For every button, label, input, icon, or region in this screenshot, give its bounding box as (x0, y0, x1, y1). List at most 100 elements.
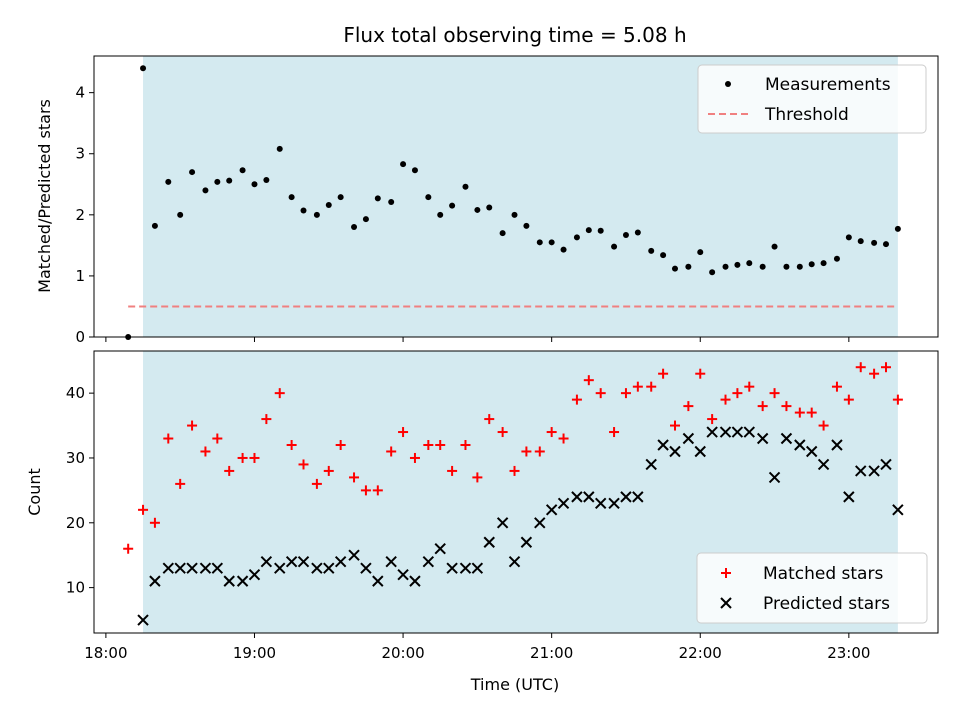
predicted-star-point (719, 426, 732, 438)
predicted-star-point (397, 568, 409, 581)
predicted-star-point (260, 555, 273, 568)
measurement-point (263, 177, 270, 184)
measurement-point (523, 222, 530, 229)
predicted-star-point (756, 432, 769, 445)
legend-measurements-marker (725, 81, 731, 87)
matched-star-point (534, 446, 545, 457)
measurement-point (833, 255, 840, 262)
predicted-star-point (311, 562, 323, 574)
predicted-star-point (682, 432, 695, 445)
measurement-point (425, 194, 432, 201)
matched-star-point (669, 420, 680, 431)
measurement-point (251, 181, 258, 188)
predicted-star-point (360, 562, 372, 574)
matched-star-point (869, 368, 880, 379)
measurement-point (808, 261, 815, 268)
top-legend: Measurements Threshold (697, 64, 927, 134)
matched-star-point (757, 401, 768, 412)
predicted-star-point (496, 517, 509, 529)
predicted-star-point (520, 536, 533, 548)
matched-star-point (163, 433, 174, 444)
predicted-star-point (855, 465, 867, 477)
measurement-point (486, 204, 493, 211)
matched-star-point (546, 427, 557, 438)
x-tick-label: 22:00 (679, 644, 722, 662)
predicted-star-point (199, 562, 212, 574)
predicted-star-point (805, 445, 818, 458)
top-panel: 0 1 2 3 4 Matched/Predicted stars Measuremen… (35, 55, 939, 346)
matched-star-points (123, 362, 903, 554)
measurement-point (177, 211, 184, 218)
top-y-tick-label: 1 (75, 267, 85, 285)
matched-star-point (286, 440, 297, 450)
predicted-star-point (868, 465, 880, 477)
top-y-tick-label: 0 (75, 328, 85, 346)
predicted-star-points (137, 426, 904, 626)
matched-star-point (398, 427, 409, 438)
predicted-star-point (149, 575, 161, 587)
predicted-star-point (186, 562, 198, 574)
measurement-point (400, 161, 407, 168)
matched-star-point (360, 485, 371, 496)
predicted-star-point (508, 555, 521, 568)
top-y-axis-label: Matched/Predicted stars (35, 99, 54, 293)
measurement-point (796, 263, 803, 270)
measurement-point (276, 145, 283, 152)
predicted-star-point (248, 568, 261, 581)
measurement-point (871, 239, 878, 246)
matched-star-point (274, 388, 285, 399)
bottom-legend: Matched stars Predicted stars (696, 552, 928, 624)
measurement-point (202, 187, 209, 194)
measurement-point (214, 178, 221, 185)
measurement-point (374, 195, 381, 202)
matched-star-point (806, 407, 817, 418)
matched-star-point (212, 433, 223, 444)
measurement-point (437, 211, 444, 218)
top-y-tick-label: 4 (75, 84, 85, 102)
predicted-star-point (669, 445, 681, 458)
predicted-star-point (483, 536, 495, 548)
measurement-point (671, 265, 678, 272)
matched-star-point (521, 446, 532, 457)
x-tick-label: 18:00 (84, 644, 127, 662)
measurement-point (511, 211, 518, 218)
predicted-star-point (892, 504, 904, 516)
predicted-star-point (831, 439, 843, 451)
measurement-point (573, 234, 580, 241)
measurement-point (226, 177, 233, 184)
matched-star-point (558, 433, 569, 444)
matched-star-point (123, 543, 134, 554)
predicted-star-point (780, 432, 793, 445)
predicted-star-point (348, 549, 360, 561)
measurement-point (722, 263, 729, 270)
bottom-y-tick-label: 20 (66, 514, 85, 532)
matched-star-point (892, 394, 903, 405)
predicted-star-point (768, 471, 781, 484)
predicted-star-point (422, 555, 435, 568)
matched-star-point (609, 427, 620, 438)
measurement-point (548, 239, 555, 246)
measurement-point (685, 263, 692, 270)
matched-star-point (237, 452, 248, 463)
predicted-star-point (274, 562, 286, 574)
legend-predicted-marker (720, 597, 732, 609)
matched-star-point (855, 362, 866, 373)
legend-matched-marker (721, 568, 731, 578)
matched-star-point (224, 465, 235, 476)
matched-star-point (632, 381, 643, 392)
predicted-star-point (459, 562, 472, 574)
predicted-star-point (174, 562, 186, 574)
matched-star-point (175, 478, 186, 489)
predicted-star-point (446, 562, 458, 574)
matched-star-point (646, 381, 657, 392)
measurement-point (585, 227, 592, 234)
matched-star-point (620, 388, 631, 399)
matched-star-point (794, 407, 805, 418)
predicted-star-point (620, 491, 632, 503)
measurement-point (648, 247, 655, 254)
matched-star-point (880, 362, 891, 373)
predicted-star-point (137, 614, 149, 626)
chart-title: Flux total observing time = 5.08 h (343, 23, 686, 47)
measurement-point (300, 207, 307, 214)
